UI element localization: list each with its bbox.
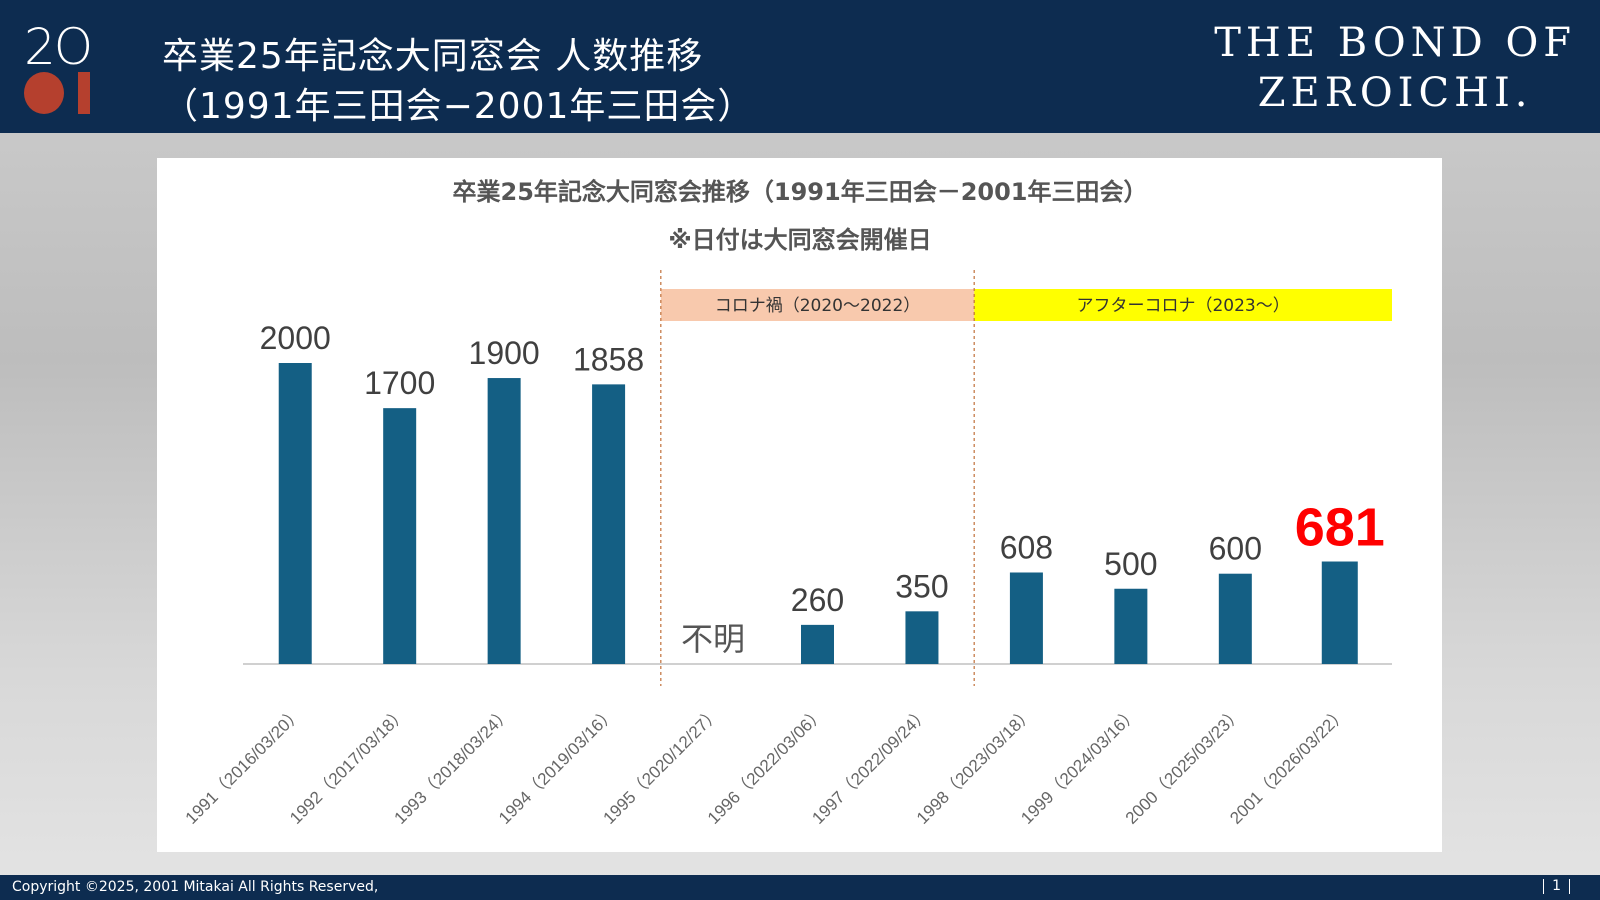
header-bar: 2001 2O 卒業25年記念大同窓会 人数推移 （1991年三田会−2001年…	[0, 0, 1600, 133]
bar	[1218, 573, 1252, 664]
x-tick-label: 1994（2019/03/16）	[495, 703, 619, 827]
page-number: 1	[1535, 878, 1578, 894]
x-tick-label: 1996（2022/03/06）	[704, 703, 828, 827]
brand-line-1: THE BOND OF	[1214, 20, 1576, 66]
bar	[1009, 572, 1043, 664]
annotation-band	[974, 289, 1392, 321]
data-label: 600	[1209, 531, 1262, 567]
page-title: 卒業25年記念大同窓会 人数推移 （1991年三田会−2001年三田会）	[162, 32, 754, 132]
x-tick-label: 1999（2024/03/16）	[1017, 703, 1141, 827]
chart-title: 卒業25年記念大同窓会推移（1991年三田会－2001年三田会）	[453, 178, 1148, 206]
data-label: 608	[1000, 529, 1053, 565]
copyright: Copyright ©2025, 2001 Mitakai All Rights…	[12, 879, 379, 895]
bar	[487, 378, 521, 664]
data-label: 2000	[260, 320, 331, 356]
data-label: 1900	[469, 335, 540, 371]
data-label: 1700	[364, 365, 435, 401]
x-tick-label: 1995（2020/12/27）	[599, 703, 723, 827]
title-line-1: 卒業25年記念大同窓会 人数推移	[162, 36, 704, 77]
footer: Copyright ©2025, 2001 Mitakai All Rights…	[0, 875, 1600, 900]
bar	[278, 363, 312, 664]
x-tick-label: 1993（2018/03/24）	[391, 703, 515, 827]
x-tick-label: 2001（2026/03/22）	[1226, 703, 1350, 827]
logo-mark-bar	[78, 72, 90, 114]
bar	[592, 384, 626, 664]
x-tick-label: 1998（2023/03/18）	[913, 703, 1037, 827]
data-label: 500	[1104, 546, 1157, 582]
bar	[801, 624, 834, 664]
x-tick-label: 1991（2016/03/20）	[182, 703, 306, 827]
logo-mark-circle	[24, 72, 64, 114]
annotation-label: アフターコロナ（2023～）	[1076, 296, 1289, 316]
annotation-label: コロナ禍（2020～2022）	[715, 296, 921, 316]
data-label: 不明	[681, 620, 745, 658]
data-label: 1858	[573, 341, 644, 377]
bar	[1321, 561, 1358, 664]
bar	[1114, 588, 1148, 664]
chart-card	[157, 158, 1442, 852]
brand-tagline: THE BOND OF ZEROICHI.	[1214, 18, 1576, 118]
data-label: 350	[895, 568, 948, 604]
bar	[383, 408, 417, 664]
logo-mark-top: 2O	[24, 18, 93, 76]
annotation-band	[660, 289, 975, 321]
x-tick-label: 1997（2022/09/24）	[808, 703, 932, 827]
x-tick-label: 1992（2017/03/18）	[286, 703, 410, 827]
x-tick-label: 2000（2025/03/23）	[1122, 703, 1246, 827]
brand-line-2: ZEROICHI.	[1257, 70, 1533, 116]
data-label: 260	[791, 582, 844, 618]
title-line-2: （1991年三田会−2001年三田会）	[162, 86, 755, 127]
data-label: 681	[1295, 498, 1385, 558]
bar	[905, 611, 939, 664]
chart-subtitle: ※日付は大同窓会開催日	[668, 226, 931, 254]
